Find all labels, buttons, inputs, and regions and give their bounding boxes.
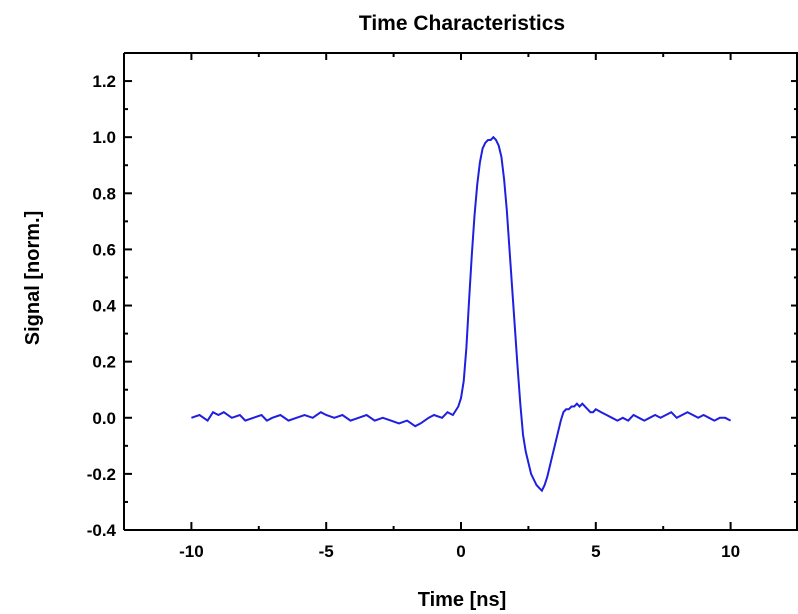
x-tick-label: 0 [456, 542, 465, 561]
x-tick-label: -5 [319, 542, 334, 561]
signal-line [191, 135, 732, 493]
x-tick-label: -10 [179, 542, 204, 561]
x-axis-label: Time [ns] [418, 589, 507, 611]
y-tick-label: -0.2 [87, 465, 116, 484]
y-tick-label: 1.2 [92, 72, 116, 91]
x-axis: -10 -5 0 5 10 [179, 53, 740, 561]
y-tick-label: -0.4 [87, 521, 117, 540]
plot-frame [123, 52, 798, 531]
y-tick-label: 0.0 [92, 409, 116, 428]
y-axis: -0.4 -0.2 0.0 0.2 0.4 0.6 0.8 1.0 1.2 [87, 72, 797, 540]
x-tick-label: 5 [591, 542, 600, 561]
y-tick-label: 1.0 [92, 128, 116, 147]
x-tick-label: 10 [721, 542, 740, 561]
chart-title: Time Characteristics [359, 12, 565, 35]
y-tick-label: 0.4 [92, 297, 116, 316]
y-tick-label: 0.6 [92, 240, 116, 259]
y-tick-label: 0.8 [92, 184, 116, 203]
y-axis-label: Signal [norm.] [22, 211, 44, 345]
y-tick-label: 0.2 [92, 353, 116, 372]
